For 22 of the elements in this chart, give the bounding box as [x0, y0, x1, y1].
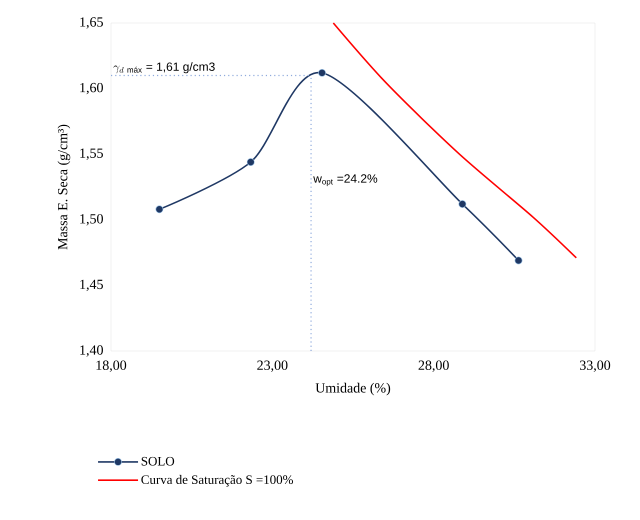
- point: [246, 158, 255, 166]
- y-tick-label: 1,40: [80, 345, 103, 357]
- y-axis-title: Massa E. Seca (g/cm³): [58, 124, 70, 250]
- x-tick-label: 33,00: [580, 360, 610, 372]
- ref-line-label: $\gamma_{d\ \text{máx}} \text{ = 1,61 g/cm3}$: [113, 62, 215, 74]
- x-tick-label: 23,00: [257, 360, 288, 372]
- x-axis-title: Umidade (%): [316, 382, 390, 396]
- point: [458, 200, 466, 208]
- x-tick-label: 18,00: [96, 360, 126, 372]
- legend-label: Curva de Saturação S =100%: [141, 474, 293, 487]
- y-tick-label: 1,60: [80, 82, 103, 94]
- x-tick-label: 28,00: [418, 360, 449, 372]
- ref-line-label: w$_{opt}$ =24.2%: [313, 174, 378, 186]
- y-tick-label: 1,65: [80, 17, 103, 29]
- legend-label: SOLO: [142, 456, 174, 466]
- point: [514, 256, 522, 264]
- point: [156, 205, 164, 214]
- y-tick-label: 1,50: [80, 214, 103, 226]
- y-tick-label: 1,45: [80, 280, 103, 292]
- point: [318, 68, 326, 77]
- y-tick-label: 1,55: [80, 148, 103, 160]
- line-series: [332, 22, 578, 259]
